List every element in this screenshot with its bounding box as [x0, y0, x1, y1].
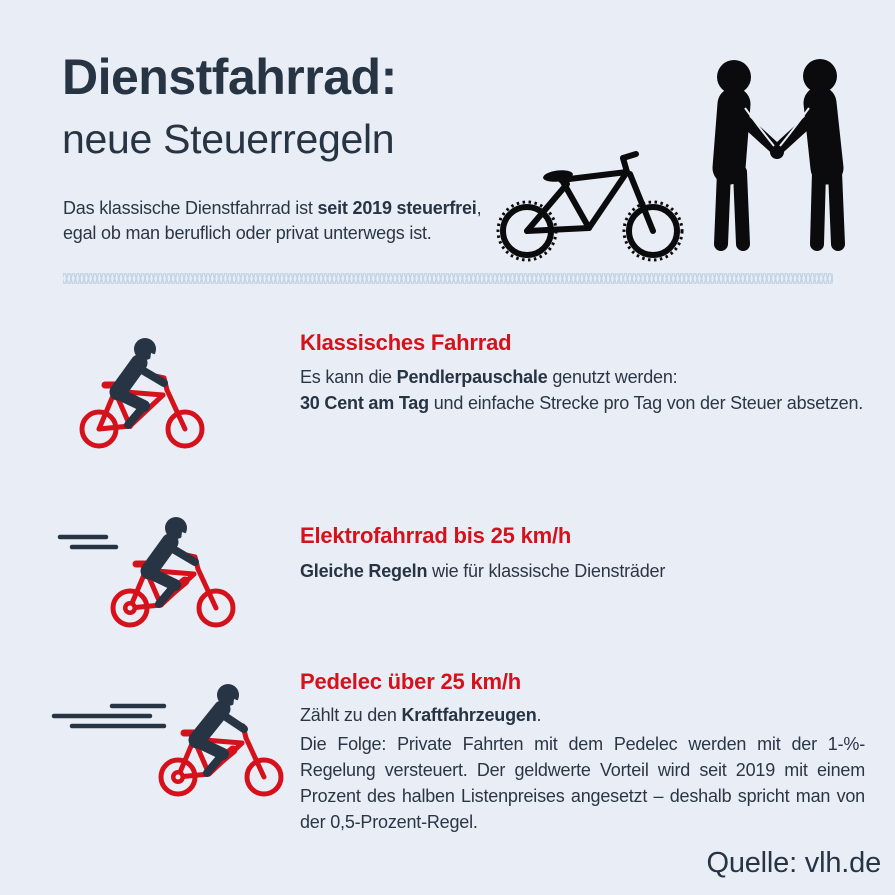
intro-line1-pre: Das klassische Dienstfahrrad ist [63, 198, 318, 218]
handshake-people-icon [712, 59, 845, 251]
page-title: Dienstfahrrad: [62, 49, 397, 105]
intro-line1-post: , [476, 198, 482, 218]
s3-line1-post: . [536, 705, 542, 725]
s2-line1-post: wie für klassische Diensträder [427, 561, 666, 581]
s1-line2-bold: 30 Cent am Tag [300, 393, 429, 413]
section-3-paragraph: Die Folge: Private Fahrten mit dem Pedel… [300, 734, 865, 832]
page-subtitle: neue Steuerregeln [62, 116, 395, 162]
section-1-body: Es kann die Pendlerpauschale genutzt wer… [300, 364, 863, 416]
s1-line2-post: und einfache Strecke pro Tag von der Ste… [428, 393, 864, 413]
section-2-heading: Elektrofahrrad bis 25 km/h [300, 523, 572, 548]
intro-text: Das klassische Dienstfahrrad ist seit 20… [63, 196, 482, 246]
hatched-divider [63, 273, 833, 284]
bicycle-icon [496, 151, 684, 262]
section-3-line1: Zählt zu den Kraftfahrzeugen. [300, 702, 541, 728]
section-1-heading: Klassisches Fahrrad [300, 330, 512, 355]
s3-line1-bold: Kraftfahrzeugen [401, 705, 537, 725]
s1-line1-pre: Es kann die [300, 367, 397, 387]
cyclist-ebike-icon [57, 517, 236, 628]
s3-line1-pre: Zählt zu den [300, 705, 402, 725]
intro-line1-bold: seit 2019 steuerfrei [317, 198, 477, 218]
intro-line2: egal ob man beruflich oder privat unterw… [63, 223, 432, 243]
s1-line1-bold: Pendlerpauschale [396, 367, 548, 387]
section-3-heading: Pedelec über 25 km/h [300, 669, 521, 694]
cyclist-pedelec-icon [51, 684, 284, 797]
cyclist-classic-icon [79, 338, 205, 449]
s1-line1-post: genutzt werden: [547, 367, 678, 387]
section-2-body: Gleiche Regeln wie für klassische Dienst… [300, 558, 665, 584]
s2-line1-bold: Gleiche Regeln [300, 561, 428, 581]
source-credit: Quelle: vlh.de [706, 847, 881, 879]
